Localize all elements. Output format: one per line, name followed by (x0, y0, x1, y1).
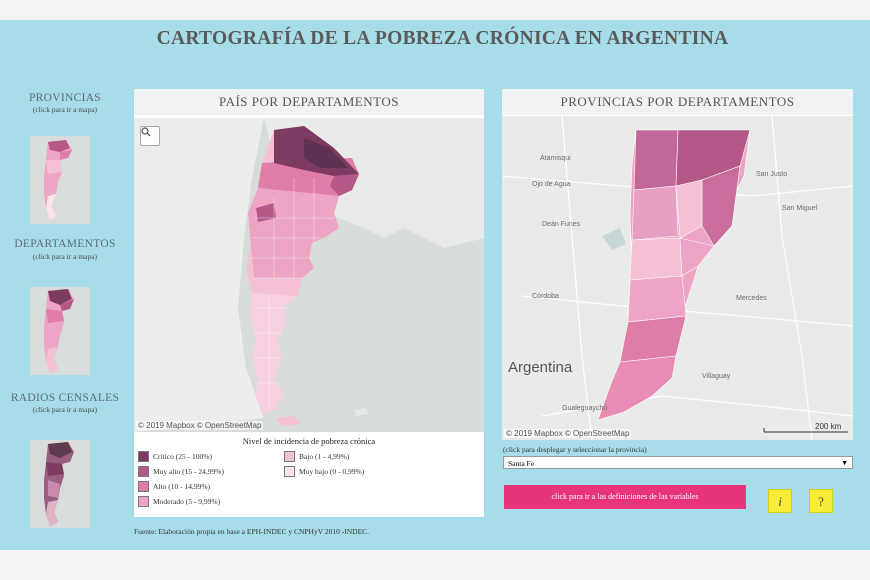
city-label: Córdoba (532, 293, 559, 300)
legend-swatch (138, 496, 149, 507)
province-select-hint: (click para desplegar y seleccionar la p… (503, 445, 647, 454)
city-label: Ojo de Agua (532, 181, 571, 188)
legend-item-moderado: Moderado (5 - 9,99%) (138, 496, 220, 507)
scale-label: 200 km (815, 422, 842, 431)
city-label: San Justo (756, 171, 787, 178)
legend-swatch (138, 466, 149, 477)
nav-thumb-radios-censales[interactable] (30, 440, 90, 528)
country-panel-title: PAÍS POR DEPARTAMENTOS (134, 89, 484, 115)
legend-label: Alto (10 - 14,99%) (153, 482, 211, 491)
legend-label: Moderado (5 - 9,99%) (153, 497, 221, 506)
legend-item-bajo: Bajo (1 - 4,99%) (284, 451, 349, 462)
source-note: Fuente: Elaboración propia en base a EPH… (134, 527, 370, 536)
legend-swatch (138, 451, 149, 462)
nav-label-departamentos: DEPARTAMENTOS (14, 238, 116, 250)
definitions-button[interactable]: click para ir a las definiciones de las … (504, 485, 746, 509)
city-label: San Miguel (782, 205, 817, 212)
nav-label-provincias: PROVINCIAS (28, 92, 101, 104)
legend-swatch (284, 466, 295, 477)
nav-hint-departamentos: (click para ir a mapa) (32, 252, 98, 261)
province-panel-title: PROVINCIAS POR DEPARTAMENTOS (502, 89, 853, 115)
legend-label: Bajo (1 - 4,99%) (299, 452, 350, 461)
legend-item-alto: Alto (10 - 14,99%) (138, 481, 210, 492)
search-icon (141, 127, 151, 137)
nav-thumb-provincias[interactable] (30, 136, 90, 224)
nav-thumb-departamentos[interactable] (30, 287, 90, 375)
city-label: Mercedes (736, 295, 767, 302)
city-label: Atamisqui (540, 155, 571, 162)
province-select-value: Santa Fe (508, 459, 535, 468)
page-title: CARTOGRAFÍA DE LA POBREZA CRÓNICA EN ARG… (156, 28, 729, 49)
legend-label: Muy bajo (0 - 0,99%) (299, 467, 365, 476)
legend-item-muy-bajo: Muy bajo (0 - 0,99%) (284, 466, 364, 477)
legend-swatch (284, 451, 295, 462)
city-label: Deán Funes (542, 221, 581, 228)
nav-hint-radios-censales: (click para ir a mapa) (32, 405, 98, 414)
country-map-attribution: © 2019 Mapbox © OpenStreetMap (136, 421, 264, 430)
legend-label: Crítico (25 - 100%) (153, 452, 212, 461)
map-search-button[interactable] (140, 126, 160, 146)
country-label: Argentina (508, 359, 573, 376)
province-map[interactable]: 200 km Argentina Córdoba Atamisqui Ojo d… (502, 116, 853, 440)
legend-item-critico: Crítico (25 - 100%) (138, 451, 212, 462)
province-map-attribution: © 2019 Mapbox © OpenStreetMap (504, 429, 632, 438)
legend-item-muy-alto: Muy alto (15 - 24,99%) (138, 466, 224, 477)
help-button[interactable]: ? (809, 489, 833, 513)
city-label: Villaguay (702, 373, 731, 380)
info-button[interactable]: i (768, 489, 792, 513)
nav-hint-provincias: (click para ir a mapa) (32, 105, 98, 114)
chevron-down-icon: ▼ (841, 459, 848, 467)
city-label: Gualeguaychú (562, 405, 607, 412)
country-map[interactable]: © 2019 Mapbox © OpenStreetMap (134, 118, 484, 432)
legend-swatch (138, 481, 149, 492)
legend-title: Nivel de incidencia de pobreza crónica (242, 436, 376, 446)
province-select[interactable]: Santa Fe ▼ (503, 456, 853, 469)
legend-label: Muy alto (15 - 24,99%) (153, 467, 225, 476)
nav-label-radios-censales: RADIOS CENSALES (10, 392, 120, 404)
